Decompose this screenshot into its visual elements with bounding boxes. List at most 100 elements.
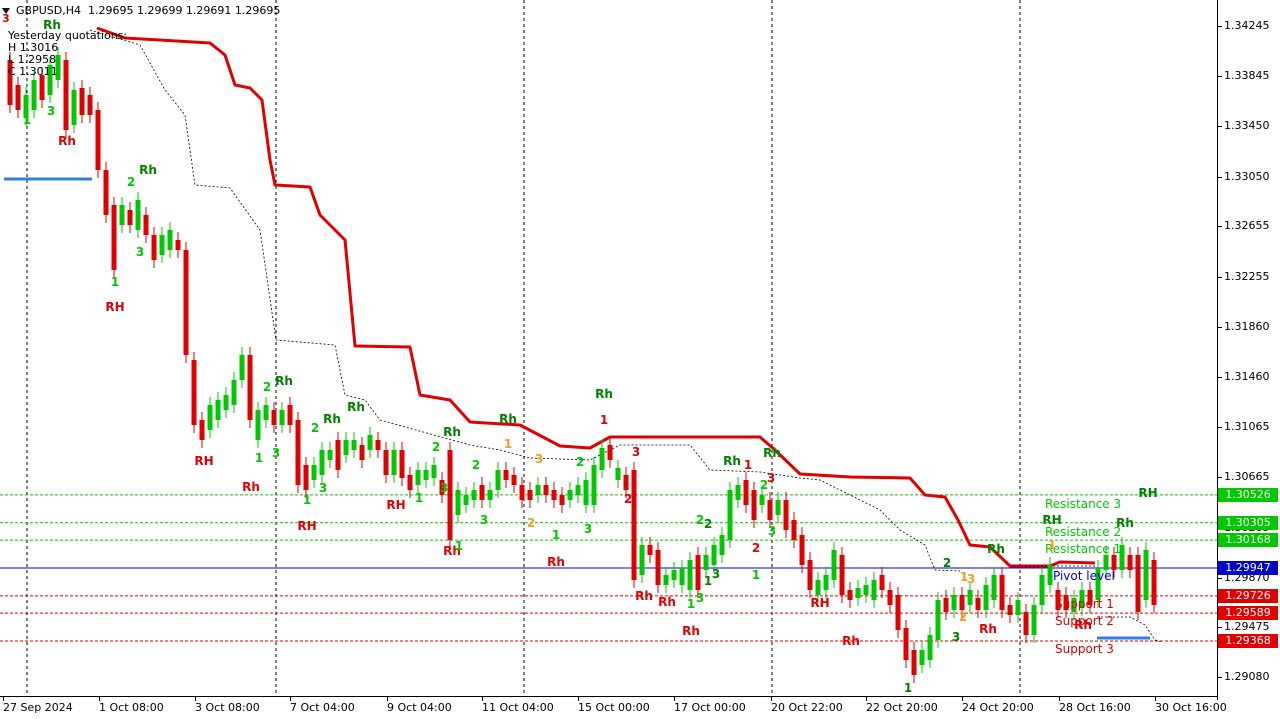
candle-body — [95, 110, 101, 170]
candle-body — [223, 395, 229, 410]
candle-body — [1031, 605, 1037, 635]
signal-marker: RH — [105, 300, 125, 314]
signal-marker: Rh — [443, 544, 461, 558]
signal-marker: Rh — [763, 446, 781, 460]
price-tag: 1.30168 — [1218, 533, 1278, 548]
candle-body — [663, 575, 669, 585]
level-label: Support 2 — [1055, 614, 1114, 629]
candle-body — [703, 555, 709, 570]
time-axis[interactable]: 27 Sep 2024 1 Oct 08:00 3 Oct 08:00 7 Oct 0… — [0, 696, 1227, 721]
candle-body — [167, 230, 173, 250]
candle-body — [903, 628, 909, 660]
price-tag: 1.29589 — [1218, 606, 1278, 621]
signal-marker: Rh — [723, 454, 741, 468]
chart-area[interactable]: GBPUSD,H4 1.29695 1.29699 1.29691 1.2969… — [0, 0, 1217, 700]
candle-body — [63, 60, 69, 130]
candle-body — [823, 575, 829, 590]
candle-body — [727, 490, 733, 540]
signal-marker: 3 — [439, 481, 449, 495]
price-tick-label: 1.32255 — [1218, 269, 1270, 283]
candle-body — [895, 595, 901, 630]
price-tick-label: 1.32655 — [1218, 219, 1270, 233]
candle-body — [991, 575, 997, 600]
signal-marker: 3 — [695, 591, 705, 605]
candle-body — [879, 575, 885, 590]
candle-body — [759, 495, 765, 505]
signal-marker: 2 — [310, 421, 320, 435]
time-tick-label: 7 Oct 04:00 — [290, 697, 355, 714]
signal-marker: 1 — [703, 574, 713, 588]
candle-body — [415, 470, 421, 485]
candle-body — [679, 568, 685, 585]
candle-body — [671, 570, 677, 580]
price-axis[interactable]: 1.34245 1.33845 1.33450 1.33050 1.32655 1.322… — [1217, 0, 1280, 700]
candle-body — [599, 448, 605, 470]
candle-body — [87, 95, 93, 115]
candle-body — [631, 470, 637, 580]
signal-marker: Rh — [658, 595, 676, 609]
signal-marker: Rh — [275, 374, 293, 388]
level-label: Resistance 3 — [1045, 496, 1122, 511]
price-tick-label: 1.34245 — [1218, 18, 1270, 32]
signal-marker: Rh — [242, 480, 260, 494]
candle-body — [543, 485, 549, 495]
candle-body — [551, 490, 557, 500]
signal-marker: Rh — [979, 622, 997, 636]
signal-marker: 1 — [454, 539, 464, 553]
price-tick-label: 1.33450 — [1218, 119, 1270, 133]
candle-body — [791, 520, 797, 540]
signal-marker: RH — [1138, 486, 1158, 500]
candle-body — [103, 170, 109, 215]
candle-body — [887, 590, 893, 605]
candle-body — [1127, 555, 1133, 570]
candle-body — [687, 560, 693, 590]
signal-marker: 1 — [751, 568, 761, 582]
signal-marker: 2 — [958, 610, 968, 624]
candle-body — [359, 445, 365, 460]
candle-body — [207, 405, 213, 430]
time-tick-label: 30 Oct 16:00 — [1155, 697, 1227, 714]
price-chart[interactable] — [0, 0, 1217, 700]
signal-marker: Rh — [682, 624, 700, 638]
signal-marker: 2 — [695, 513, 705, 527]
dropdown-triangle-icon[interactable] — [2, 8, 10, 14]
quotes-high: H 1.3016 — [8, 41, 59, 54]
signal-marker: 2 — [942, 556, 952, 570]
candle-body — [447, 450, 453, 540]
signal-marker: Rh — [443, 425, 461, 439]
signal-marker: RH — [1042, 513, 1062, 527]
candle-body — [1007, 605, 1013, 615]
candle-body — [255, 410, 261, 440]
candle-body — [959, 595, 965, 610]
candle-body — [231, 380, 237, 405]
signal-marker: 1 — [414, 491, 424, 505]
candle-body — [495, 470, 501, 490]
candle-body — [615, 468, 621, 480]
candle-body — [983, 585, 989, 610]
candle-body — [871, 580, 877, 600]
signal-marker: 2 — [526, 516, 536, 530]
candle-body — [79, 88, 85, 115]
signal-marker: 3 — [583, 522, 593, 536]
candle-body — [391, 450, 397, 475]
candle-body — [239, 355, 245, 380]
candle-body — [463, 495, 469, 505]
candle-body — [423, 470, 429, 480]
candle-body — [23, 95, 29, 118]
time-tick-label: 22 Oct 20:00 — [866, 697, 938, 714]
signal-marker: Rh — [987, 542, 1005, 556]
signal-marker: 1 — [503, 437, 513, 451]
candle-body — [375, 440, 381, 450]
candle-body — [943, 598, 949, 612]
candle-body — [607, 445, 613, 460]
candle-body — [951, 595, 957, 610]
candle-body — [143, 215, 149, 235]
candle-body — [1071, 598, 1077, 612]
time-tick-label: 27 Sep 2024 — [3, 697, 73, 714]
candle-body — [655, 550, 661, 585]
signal-marker: RH — [297, 519, 317, 533]
signal-marker: Rh — [323, 412, 341, 426]
candle-body — [247, 355, 253, 420]
signal-marker: 3 — [966, 572, 976, 586]
signal-marker: RH — [386, 498, 406, 512]
